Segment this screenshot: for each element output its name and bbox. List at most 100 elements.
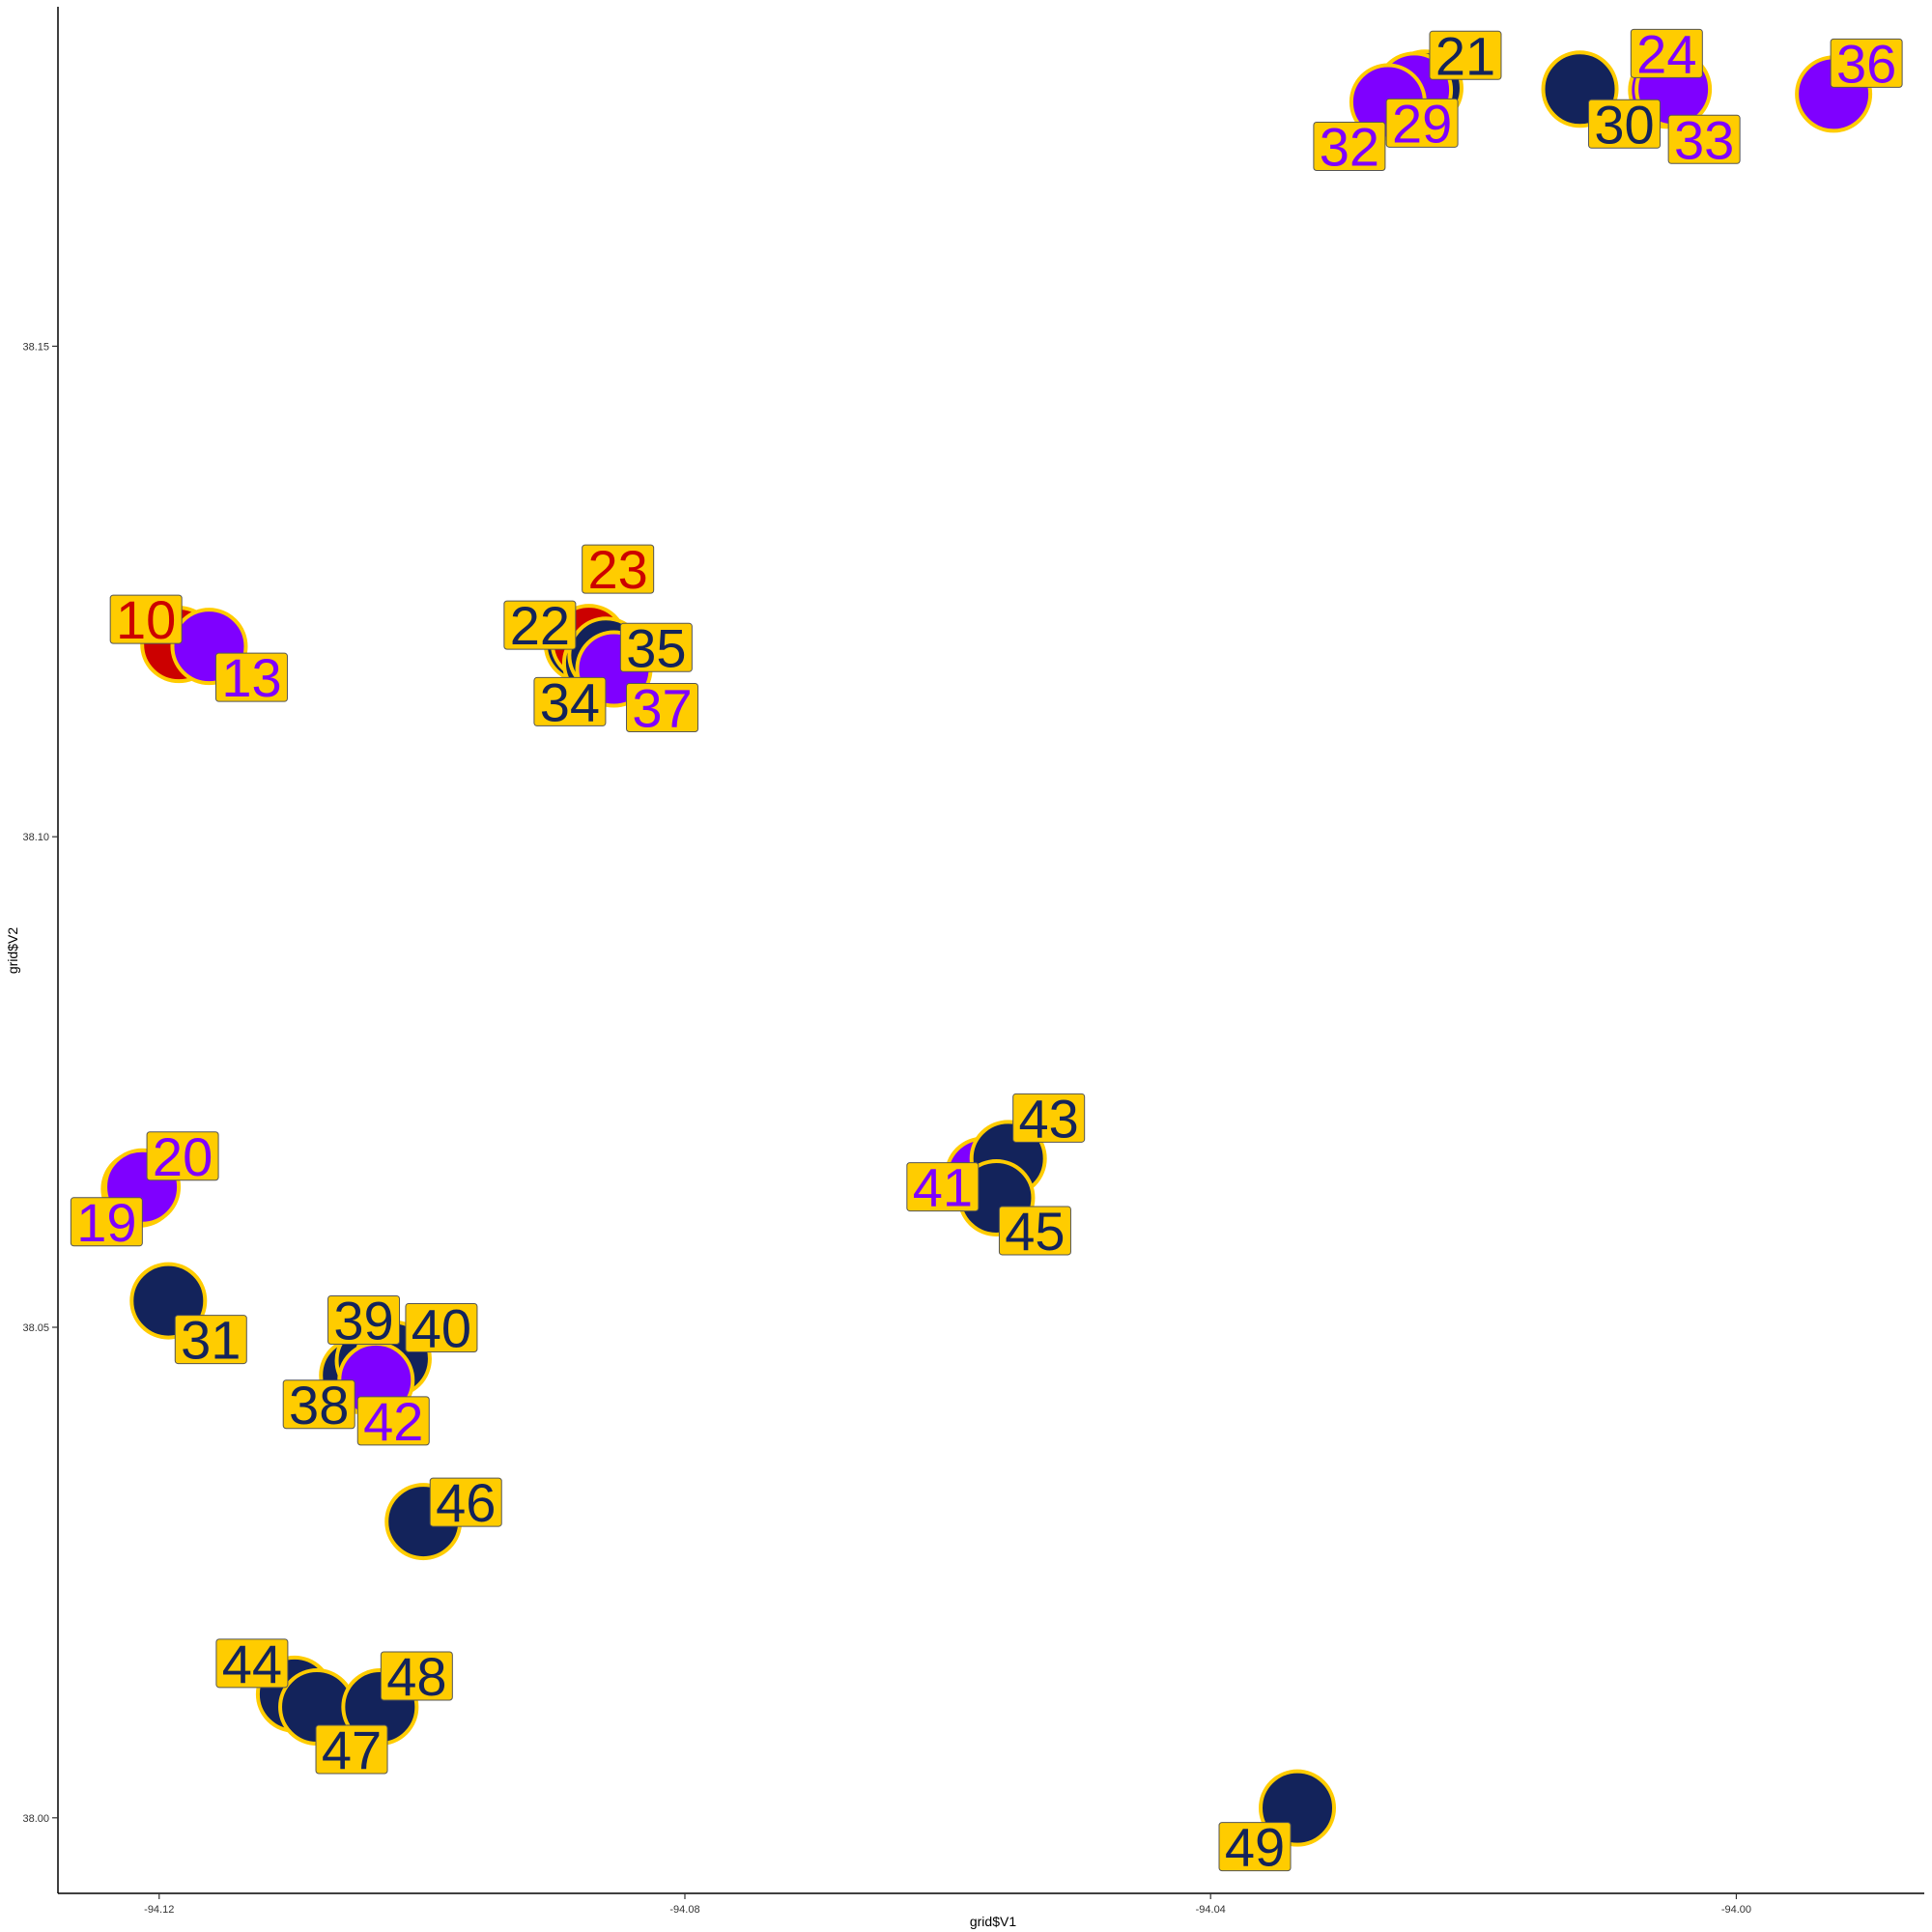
- point-label-text: 42: [363, 1391, 423, 1452]
- point-label-box: [214, 652, 288, 702]
- point-label-23: 23: [582, 539, 655, 600]
- y-tick-label: 38.00: [22, 1813, 49, 1825]
- point-label-29: 29: [1385, 93, 1459, 154]
- point-label-20: 20: [146, 1126, 219, 1187]
- point-label-text: 34: [540, 671, 600, 732]
- point-label-box: [109, 594, 183, 644]
- point-label-text: 29: [1392, 93, 1452, 154]
- point-label-box: [70, 1197, 143, 1247]
- point-label-19: 19: [70, 1192, 143, 1253]
- point-label-32: 32: [1313, 117, 1386, 178]
- point-label-box: [215, 1638, 289, 1689]
- point-label-box: [380, 1651, 453, 1701]
- point-label-box: [327, 1295, 401, 1346]
- labels-layer: 10 13 19 20 21 22 23 24 29 30 31 32 33 34 35 36 37 38 39 40…: [70, 23, 1903, 1878]
- point-label-35: 35: [619, 617, 693, 678]
- point-label-box: [906, 1162, 980, 1212]
- point-label-box: [619, 622, 693, 672]
- y-ticks: 38.00 38.05 38.10 38.15: [22, 341, 58, 1825]
- point-label-box: [1012, 1093, 1086, 1143]
- point-label-text: 39: [333, 1291, 393, 1351]
- point-label-13: 13: [214, 647, 288, 708]
- point-label-text: 36: [1836, 33, 1896, 94]
- point-label-38: 38: [282, 1375, 355, 1435]
- point-label-37: 37: [626, 678, 699, 739]
- x-tick-label: -94.04: [1196, 1904, 1226, 1916]
- point-label-box: [998, 1206, 1071, 1256]
- point-label-47: 47: [315, 1719, 388, 1780]
- point-label-text: 46: [436, 1472, 496, 1533]
- point-label-text: 33: [1674, 109, 1734, 170]
- point-label-box: [315, 1724, 388, 1775]
- point-label-text: 32: [1320, 117, 1379, 178]
- point-label-text: 21: [1435, 25, 1495, 86]
- point-label-box: [1588, 99, 1662, 149]
- point-label-text: 35: [626, 617, 686, 678]
- point-label-box: [503, 600, 577, 650]
- point-label-box: [1667, 114, 1741, 164]
- point-label-text: 19: [76, 1192, 136, 1253]
- point-label-text: 47: [322, 1719, 382, 1780]
- point-label-45: 45: [998, 1201, 1071, 1262]
- point-label-48: 48: [380, 1646, 453, 1707]
- point-label-box: [582, 544, 655, 594]
- x-tick-label: -94.00: [1721, 1904, 1751, 1916]
- point-label-41: 41: [906, 1157, 980, 1218]
- point-label-box: [405, 1302, 478, 1352]
- point-label-text: 31: [181, 1310, 241, 1371]
- point-label-box: [1830, 38, 1903, 88]
- point-label-text: 23: [588, 539, 648, 600]
- point-label-text: 43: [1019, 1088, 1079, 1149]
- point-label-text: 49: [1225, 1817, 1285, 1878]
- point-label-box: [533, 676, 607, 726]
- point-label-33: 33: [1667, 109, 1741, 170]
- point-label-box: [1313, 122, 1386, 172]
- point-label-30: 30: [1588, 94, 1662, 155]
- point-label-39: 39: [327, 1291, 401, 1351]
- y-axis-title: grid$V2: [5, 927, 20, 974]
- point-label-box: [174, 1315, 247, 1365]
- point-label-40: 40: [405, 1297, 478, 1358]
- point-label-44: 44: [215, 1634, 289, 1694]
- point-label-text: 48: [386, 1646, 446, 1707]
- point-label-box: [1630, 28, 1703, 78]
- point-label-46: 46: [429, 1472, 502, 1533]
- y-tick-label: 38.05: [22, 1322, 49, 1334]
- point-label-text: 40: [412, 1297, 471, 1358]
- point-label-box: [429, 1477, 502, 1527]
- point-label-text: 38: [289, 1375, 349, 1435]
- point-label-text: 37: [632, 678, 692, 739]
- point-label-text: 30: [1594, 94, 1654, 155]
- point-label-31: 31: [174, 1310, 247, 1371]
- point-label-text: 45: [1005, 1201, 1065, 1262]
- point-label-22: 22: [503, 595, 577, 656]
- x-tick-label: -94.08: [669, 1904, 699, 1916]
- point-label-box: [356, 1396, 430, 1446]
- x-ticks: -94.12 -94.08 -94.04 -94.00: [144, 1893, 1751, 1916]
- point-label-text: 10: [116, 589, 176, 650]
- point-label-text: 41: [913, 1157, 973, 1218]
- y-tick-label: 38.15: [22, 341, 49, 353]
- point-label-49: 49: [1218, 1817, 1292, 1878]
- point-label-text: 22: [510, 595, 570, 656]
- x-axis-title: grid$V1: [970, 1914, 1016, 1929]
- y-tick-label: 38.10: [22, 832, 49, 843]
- point-label-box: [1218, 1822, 1292, 1872]
- point-label-text: 44: [222, 1634, 282, 1694]
- point-label-text: 13: [221, 647, 281, 708]
- point-label-box: [146, 1131, 219, 1181]
- point-label-21: 21: [1429, 25, 1502, 86]
- point-label-24: 24: [1630, 23, 1703, 84]
- point-label-42: 42: [356, 1391, 430, 1452]
- point-label-36: 36: [1830, 33, 1903, 94]
- point-label-10: 10: [109, 589, 183, 650]
- point-label-text: 24: [1636, 23, 1696, 84]
- point-label-text: 20: [153, 1126, 213, 1187]
- point-label-box: [626, 683, 699, 733]
- point-label-box: [1429, 30, 1502, 80]
- point-label-box: [1385, 98, 1459, 148]
- x-tick-label: -94.12: [144, 1904, 174, 1916]
- point-label-34: 34: [533, 671, 607, 732]
